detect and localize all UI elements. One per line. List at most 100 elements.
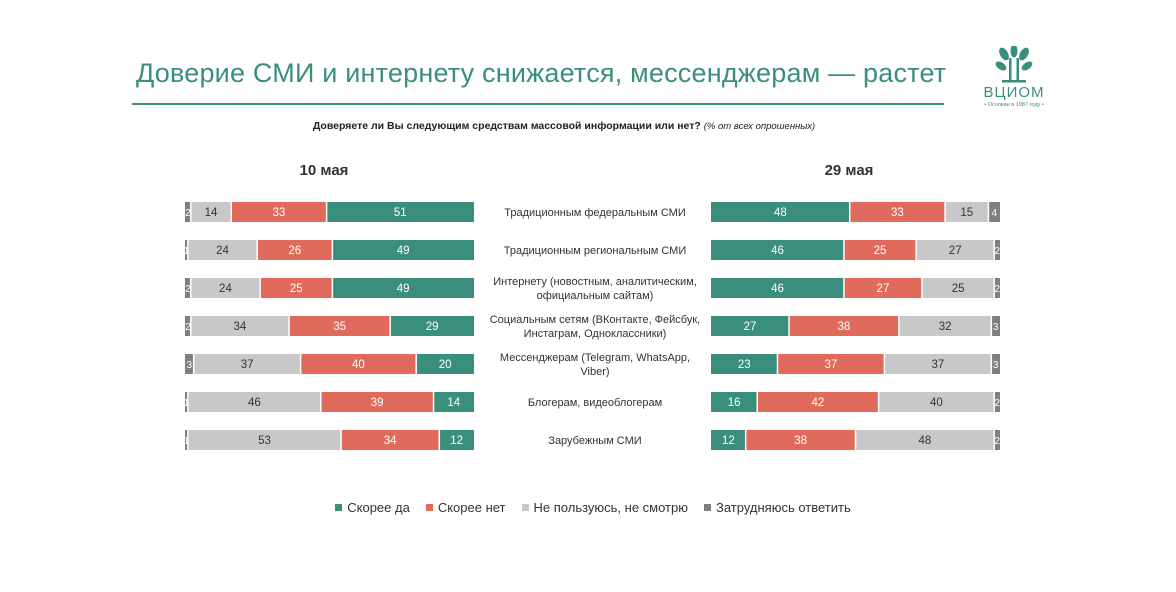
bar-separator — [744, 430, 747, 450]
legend-swatch — [425, 504, 433, 511]
bar-segment-not_use — [898, 316, 992, 336]
bar-segment-no — [320, 392, 434, 412]
bar-segment-no — [757, 392, 879, 412]
bar-segment-yes — [711, 240, 844, 260]
bar-separator — [299, 354, 302, 374]
bar-value-label: 46 — [771, 245, 784, 257]
bar-separator — [993, 240, 995, 260]
vciom-logo: ВЦИОМ • Основан в 1987 году • — [972, 44, 1056, 112]
bar-separator — [187, 240, 189, 260]
bar-value-label: 16 — [728, 397, 741, 409]
bar-segment-yes — [433, 392, 474, 412]
bar-segment-hard — [994, 392, 1000, 412]
bar-separator — [987, 202, 990, 222]
chart-legend: Скорее да Скорее нет Не пользуюсь, не смот… — [0, 500, 1176, 515]
bar-segment-hard — [994, 430, 1000, 450]
bar-value-label: 1 — [184, 398, 190, 409]
bar-segment-no — [789, 316, 899, 336]
bar-segment-not_use — [884, 354, 992, 374]
bar-segment-hard — [994, 240, 1000, 260]
legend-item: Не пользуюсь, не смотрю — [521, 500, 688, 515]
bar-separator — [915, 240, 917, 260]
bar-value-label: 35 — [333, 321, 346, 333]
bar-separator — [192, 354, 195, 374]
bar-value-label: 25 — [874, 245, 887, 257]
bar-segment-not_use — [193, 354, 301, 374]
bar-segment-no — [843, 278, 922, 298]
bar-separator — [288, 316, 290, 336]
page-title: Доверие СМИ и интернету снижается, мессе… — [136, 58, 947, 88]
bar-separator — [883, 354, 886, 374]
bar-segment-no — [300, 354, 417, 374]
bar-separator — [187, 392, 189, 412]
bar-value-label: 49 — [397, 283, 410, 295]
bar-segment-no — [341, 430, 440, 450]
bar-separator — [944, 202, 946, 222]
category-label: Традиционным федеральным СМИ — [504, 207, 685, 219]
category-label: Зарубежным СМИ — [548, 435, 641, 447]
bar-separator — [190, 316, 192, 336]
legend-item: Скорее да — [335, 500, 410, 515]
title-divider — [132, 103, 944, 105]
bar-separator — [854, 430, 857, 450]
bar-segment-yes — [711, 316, 790, 336]
bar-separator — [331, 240, 334, 260]
bar-segment-yes — [711, 392, 758, 412]
bar-value-label: 34 — [384, 435, 397, 447]
bar-value-label: 33 — [891, 207, 904, 219]
bar-value-label: 37 — [931, 359, 944, 371]
bar-value-label: 2 — [994, 398, 1000, 409]
bar-separator — [190, 278, 192, 298]
bar-value-label: 23 — [738, 359, 751, 371]
bar-value-label: 38 — [794, 435, 807, 447]
legend-label: Скорее да — [347, 500, 410, 515]
bar-value-label: 53 — [258, 435, 271, 447]
bar-segment-hard — [994, 278, 1000, 298]
bar-segment-not_use — [916, 240, 995, 260]
category-label: Блогерам, видеоблогерам — [528, 397, 662, 409]
legend-swatch — [704, 504, 711, 511]
bar-value-label: 3 — [993, 322, 999, 333]
bar-value-label: 3 — [187, 360, 193, 371]
bar-segment-hard — [185, 430, 188, 450]
bar-value-label: 15 — [960, 207, 973, 219]
bar-separator — [756, 392, 758, 412]
legend-label: Не пользуюсь, не смотрю — [533, 500, 688, 515]
bar-segment-hard — [185, 202, 191, 222]
bar-value-label: 24 — [219, 283, 232, 295]
bar-value-label: 14 — [447, 397, 460, 409]
bar-segment-yes — [332, 278, 474, 298]
bar-segment-yes — [390, 316, 474, 336]
bar-separator — [877, 392, 880, 412]
bar-segment-yes — [711, 278, 844, 298]
question-note: (% от всех опрошенных) — [703, 121, 816, 132]
category-label: Социальным сетям (ВКонтакте, Фейсбук, Инс… — [490, 314, 701, 340]
bar-separator — [190, 202, 192, 222]
bar-value-label: 40 — [930, 397, 943, 409]
category-label: Мессенджерам (Telegram, WhatsApp, Viber) — [500, 352, 690, 378]
bar-separator — [990, 354, 993, 374]
bar-value-label: 25 — [952, 283, 965, 295]
bar-segment-hard — [185, 316, 191, 336]
bar-separator — [843, 240, 845, 260]
bar-value-label: 34 — [234, 321, 247, 333]
logo-subtitle: • Основан в 1987 году • — [984, 102, 1044, 108]
bar-value-label: 40 — [352, 359, 365, 371]
bar-separator — [921, 278, 923, 298]
bar-value-label: 26 — [288, 245, 301, 257]
bar-value-label: 32 — [939, 321, 952, 333]
bar-segment-no — [231, 202, 327, 222]
bar-segment-hard — [991, 316, 1000, 336]
bar-value-label: 2 — [994, 246, 1000, 257]
bar-value-label: 49 — [397, 245, 410, 257]
legend-label: Скорее нет — [437, 500, 506, 515]
bar-value-label: 2 — [185, 284, 191, 295]
category-label: Традиционным региональным СМИ — [504, 245, 686, 257]
bar-separator — [415, 354, 417, 374]
bar-separator — [993, 430, 995, 450]
bar-segment-hard — [185, 240, 188, 260]
bar-separator — [993, 278, 995, 298]
bar-value-label: 27 — [877, 283, 890, 295]
bar-segment-hard — [185, 278, 191, 298]
